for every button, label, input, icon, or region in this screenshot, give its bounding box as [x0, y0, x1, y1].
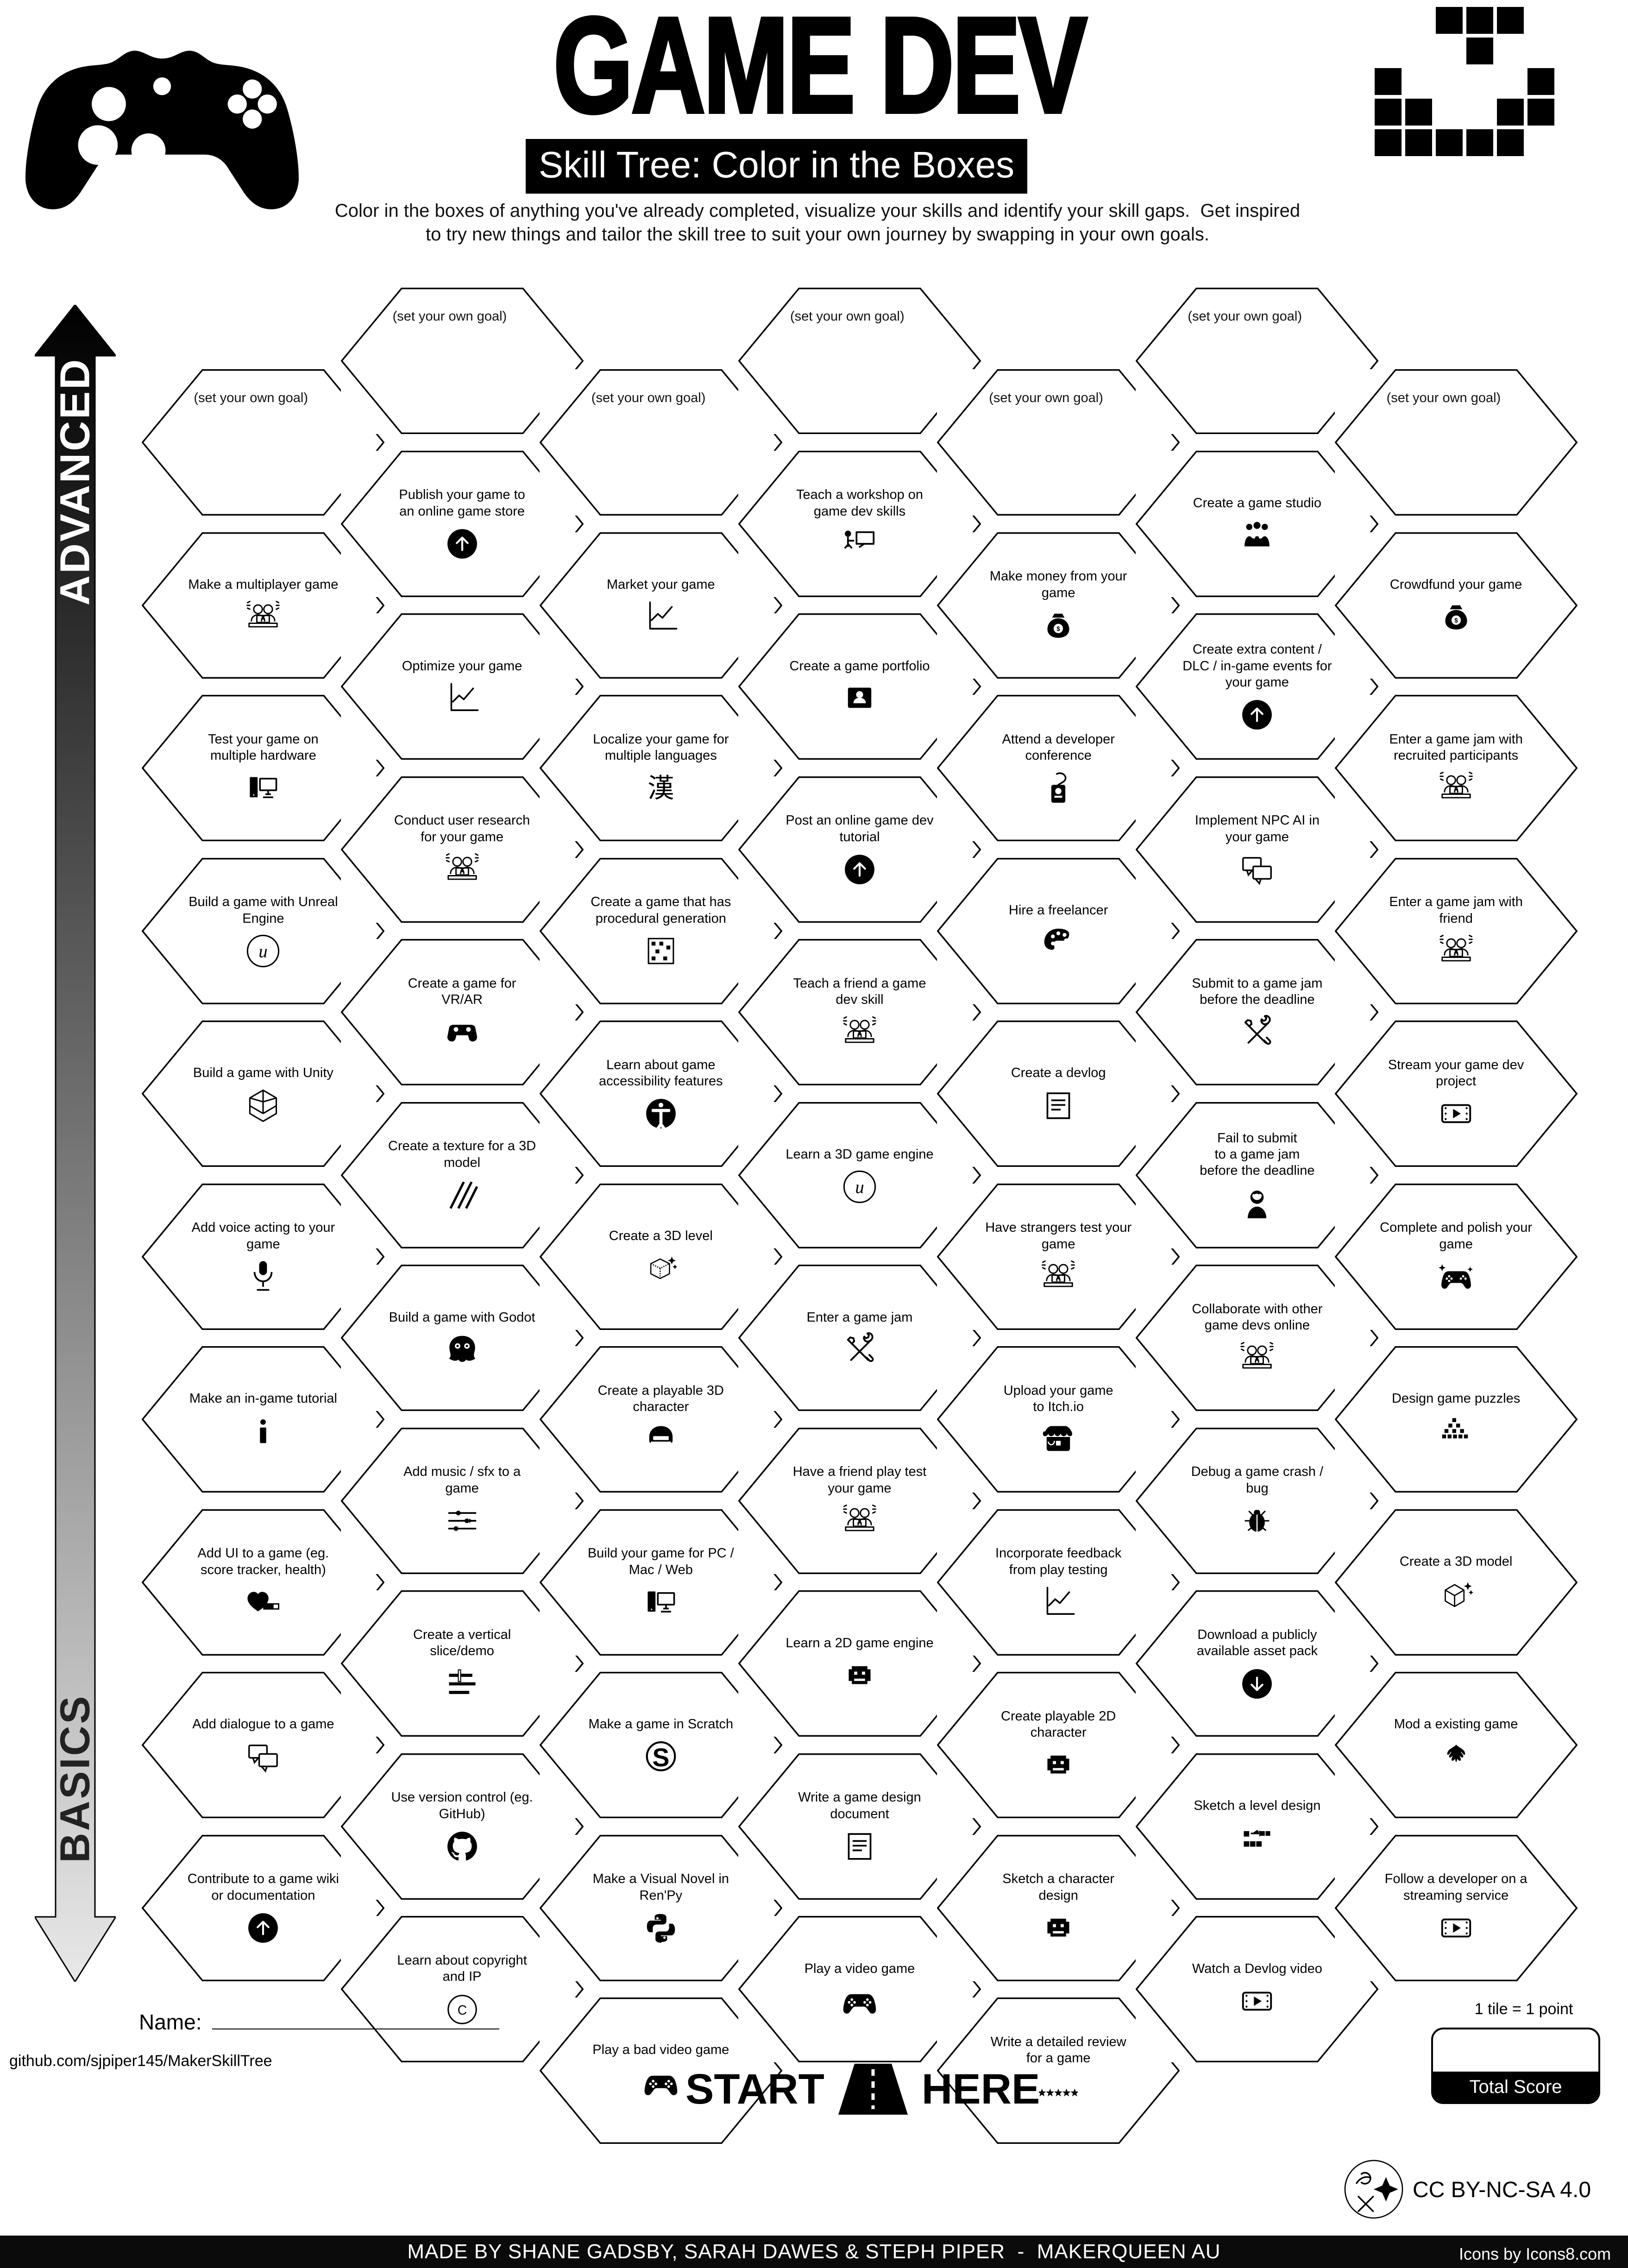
svg-text:$: $ [1056, 625, 1060, 632]
svg-text:S: S [652, 1743, 669, 1772]
svg-text:漢: 漢 [647, 774, 674, 804]
svg-text:$: $ [1454, 617, 1458, 624]
svg-text:u: u [259, 942, 268, 961]
svg-text:u: u [855, 1178, 864, 1197]
